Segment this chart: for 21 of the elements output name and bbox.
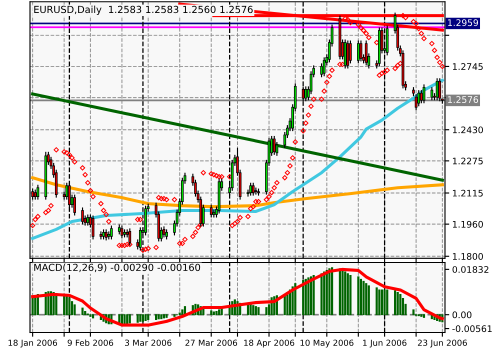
x-tick-label: 18 Jan 2006 xyxy=(8,340,58,348)
y-tick-label: 0.01832 xyxy=(452,266,488,273)
ref-line-label: 1.2576 xyxy=(448,96,478,104)
y-tick-label: 1.2430 xyxy=(452,126,483,134)
y-tick-label: 0.00 xyxy=(452,311,472,318)
x-tick-label: 3 Mar 2006 xyxy=(125,340,172,346)
x-tick-label: 10 May 2006 xyxy=(300,340,354,348)
y-tick-label: 1.2115 xyxy=(452,190,483,197)
chart-title: EURUSD,Daily 1.2583 1.2583 1.2560 1.2576 xyxy=(34,6,253,16)
y-tick-label: -0.00561 xyxy=(452,325,492,332)
ref-line-label: 1.2959 xyxy=(448,19,478,26)
y-tick-label: 1.1960 xyxy=(452,220,483,228)
x-tick-label: 18 Apr 2006 xyxy=(244,340,294,348)
x-tick-label: 27 Mar 2006 xyxy=(185,340,238,346)
y-tick-label: 1.2275 xyxy=(452,158,483,164)
y-tick-label: 1.2745 xyxy=(452,63,483,70)
chart-title: MACD(12,26,9) -0.00290 -0.00160 xyxy=(34,264,200,272)
x-tick-label: 23 Jun 2006 xyxy=(418,340,467,348)
y-tick-label: 1.1800 xyxy=(452,253,483,260)
x-tick-label: 9 Feb 2006 xyxy=(68,339,114,346)
x-tick-label: 1 Jun 2006 xyxy=(363,340,406,348)
